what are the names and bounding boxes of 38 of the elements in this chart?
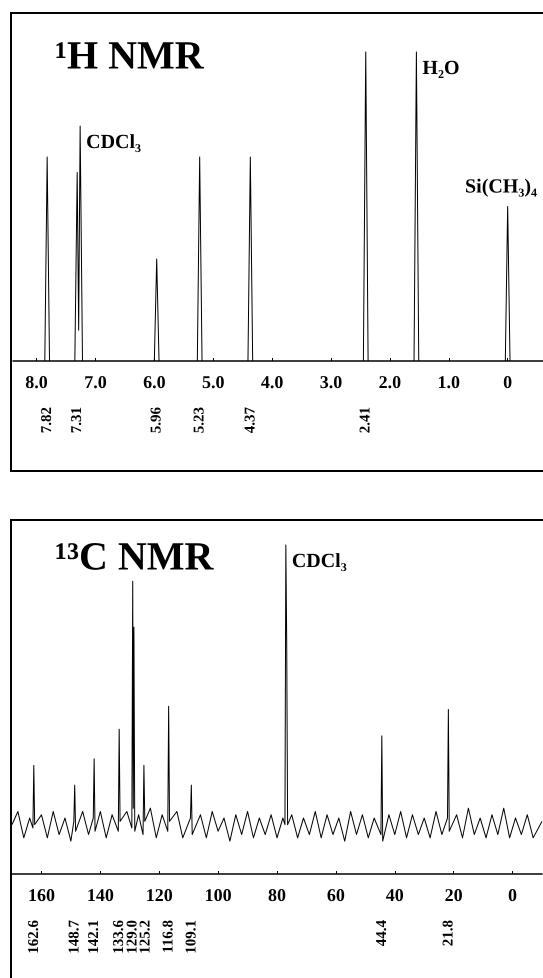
text: 5.23 [192, 407, 208, 434]
x-tick-label: 40 [386, 885, 404, 905]
text: 109.1 [183, 920, 200, 954]
annotation: H₂O [422, 57, 460, 79]
text: 7.31 [69, 407, 86, 434]
text: 4.37 [242, 406, 258, 434]
x-tick-label: 5.0 [202, 372, 224, 392]
text: 44.4 [374, 920, 390, 946]
annotation: CDCl₃ [86, 131, 142, 154]
x-tick-label: 100 [204, 885, 232, 905]
text: 148.7 [66, 920, 83, 954]
chart-title: ¹³C NMR [55, 534, 215, 578]
text: 142.1 [86, 920, 102, 954]
annotation: CDCl₃ [292, 550, 347, 572]
text: 133.6 [111, 920, 128, 954]
x-tick-label: 0 [503, 372, 512, 392]
text: 162.6 [26, 920, 42, 954]
x-tick-label: 6.0 [143, 372, 166, 392]
x-tick-label: 4.0 [260, 372, 284, 392]
x-tick-label: 160 [28, 885, 55, 905]
x-tick-label: 120 [146, 885, 173, 905]
x-tick-label: 1.0 [438, 372, 460, 392]
x-tick-label: 0 [508, 885, 518, 905]
x-tick-label: 80 [268, 885, 286, 905]
x-tick-label: 60 [326, 885, 345, 905]
text: 7.82 [39, 407, 56, 434]
x-tick-label: 20 [444, 885, 463, 905]
text: 21.8 [440, 920, 456, 946]
chart-title: ¹H NMR [55, 32, 205, 78]
annotation: Si(CH₃)₄ [465, 176, 538, 198]
x-tick-label: 2.0 [378, 372, 402, 392]
x-tick-label: 7.0 [84, 372, 107, 392]
text: 2.41 [358, 407, 374, 434]
x-tick-label: 140 [86, 885, 114, 905]
x-tick-label: 8.0 [25, 372, 48, 392]
text: 116.8 [160, 920, 177, 953]
x-tick-label: 3.0 [320, 372, 342, 392]
text: 5.96 [148, 406, 165, 434]
